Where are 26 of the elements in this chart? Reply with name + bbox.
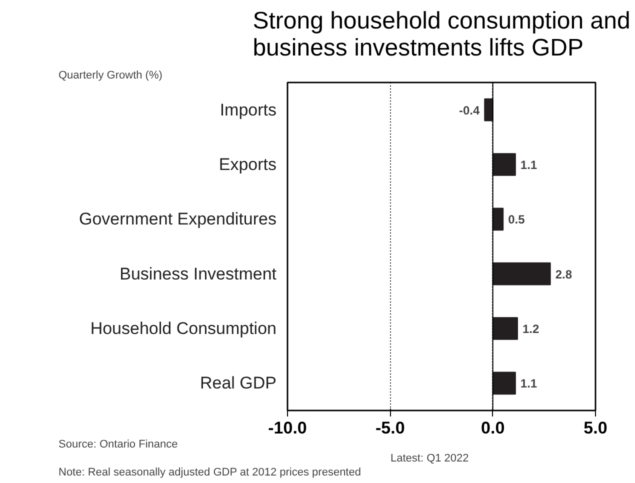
x-tick-label: -10.0	[268, 418, 307, 438]
chart-title: Strong household consumption and business investments lifts GDP	[252, 8, 630, 62]
x-axis-title: Quarterly Growth (%)	[58, 70, 162, 82]
y-tick-label: Government Expenditures	[79, 210, 277, 229]
x-tick-label: 5.0	[584, 418, 608, 438]
y-tick-label: Imports	[220, 100, 277, 120]
data-label: 1.2	[522, 322, 540, 336]
y-tick-label: Exports	[218, 155, 277, 174]
text: Latest: Q1 2022	[390, 452, 469, 464]
y-tick-label: Household Consumption	[90, 319, 276, 338]
data-label: 2.8	[555, 267, 572, 282]
data-label: 0.5	[508, 212, 526, 227]
source-note: Source: Ontario Finance	[58, 438, 178, 450]
y-tick-label: Real GDP	[200, 374, 277, 393]
bar	[492, 153, 516, 176]
text: Note: Real seasonally adjusted GDP at 2012 prices presented	[58, 466, 361, 478]
data-label: 1.1	[520, 376, 538, 391]
data-label: -0.4	[458, 103, 480, 118]
x-tick-label: 0.0	[481, 418, 505, 438]
y-tick-label: Business Investment	[120, 264, 277, 284]
bar	[492, 317, 518, 340]
x-tick-label: -5.0	[376, 418, 405, 438]
bar	[492, 372, 516, 395]
data-label: 1.1	[520, 158, 538, 172]
bar	[484, 98, 494, 122]
bar	[492, 262, 551, 286]
